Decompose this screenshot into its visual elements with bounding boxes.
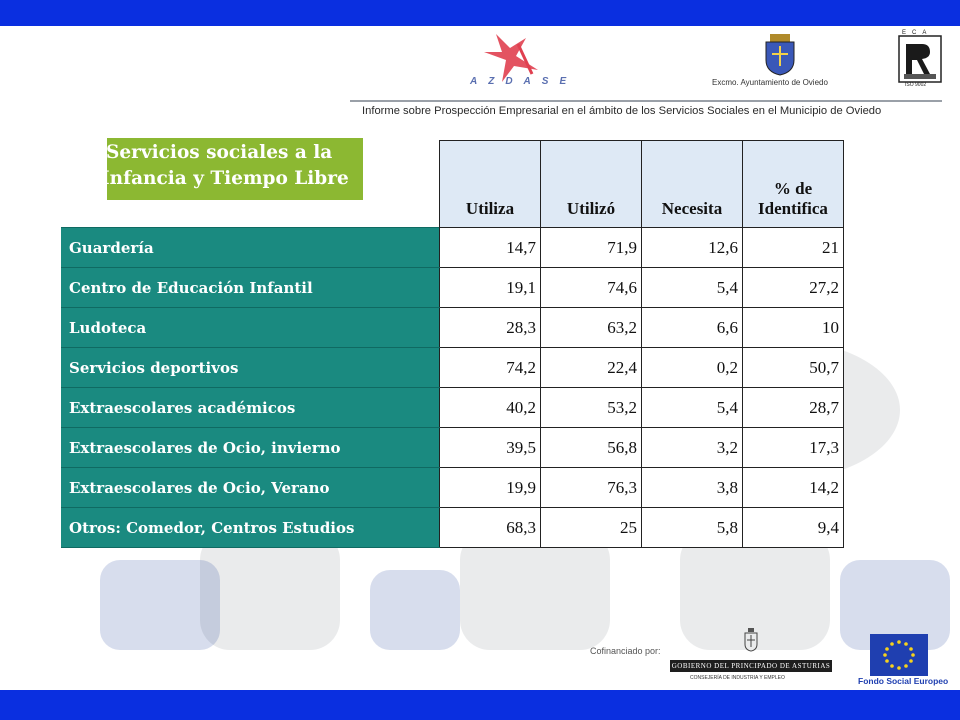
cell-utilizo: 56,8	[540, 427, 642, 468]
cell-utiliza: 28,3	[439, 307, 541, 348]
eca-letters: ECA	[902, 30, 933, 36]
row-label: Extraescolares de Ocio, invierno	[61, 427, 440, 468]
table-row: Guardería 14,7 71,9 12,6 21	[61, 227, 844, 268]
azdase-logo	[484, 34, 538, 82]
table-row: Centro de Educación Infantil 19,1 74,6 5…	[61, 267, 844, 308]
cell-necesita: 3,8	[641, 467, 743, 508]
cell-necesita: 6,6	[641, 307, 743, 348]
report-title: Informe sobre Prospección Empresarial en…	[362, 105, 882, 117]
cell-necesita: 3,2	[641, 427, 743, 468]
table-row: Extraescolares académicos 40,2 53,2 5,4 …	[61, 387, 844, 428]
row-label: Servicios deportivos	[61, 347, 440, 388]
section-title-box: Servicios sociales a la Infancia y Tiemp…	[107, 138, 363, 200]
table-header-row: Utiliza Utilizó Necesita % de Identifica	[61, 140, 844, 228]
eca-iso-label: ISO 9002	[905, 82, 927, 88]
cofinanciado-label: Cofinanciado por:	[590, 646, 661, 656]
cell-utiliza: 14,7	[439, 227, 541, 268]
cell-utiliza: 74,2	[439, 347, 541, 388]
table-row: Servicios deportivos 74,2 22,4 0,2 50,7	[61, 347, 844, 388]
header-divider	[350, 100, 942, 102]
cell-identifica: 17,3	[742, 427, 844, 468]
table-row: Otros: Comedor, Centros Estudios 68,3 25…	[61, 507, 844, 548]
cell-utiliza: 39,5	[439, 427, 541, 468]
oviedo-coat-of-arms-icon	[765, 34, 795, 76]
cell-identifica: 10	[742, 307, 844, 348]
cell-identifica: 9,4	[742, 507, 844, 548]
row-label: Extraescolares académicos	[61, 387, 440, 428]
cell-necesita: 5,4	[641, 387, 743, 428]
cell-utilizo: 53,2	[540, 387, 642, 428]
cell-identifica: 28,7	[742, 387, 844, 428]
cell-utilizo: 71,9	[540, 227, 642, 268]
eca-certification-logo	[898, 35, 942, 83]
column-header-necesita: Necesita	[641, 140, 743, 228]
section-title-line-2: Infancia y Tiempo Libre	[107, 168, 349, 189]
row-label: Extraescolares de Ocio, Verano	[61, 467, 440, 508]
cell-utilizo: 74,6	[540, 267, 642, 308]
cell-utiliza: 68,3	[439, 507, 541, 548]
cell-identifica: 21	[742, 227, 844, 268]
cell-utilizo: 22,4	[540, 347, 642, 388]
bottom-blue-bar	[0, 690, 960, 720]
asturias-crest-icon	[744, 628, 758, 652]
row-label: Centro de Educación Infantil	[61, 267, 440, 308]
row-label: Ludoteca	[61, 307, 440, 348]
row-label: Otros: Comedor, Centros Estudios	[61, 507, 440, 548]
ayuntamiento-caption: Excmo. Ayuntamiento de Oviedo	[712, 78, 828, 87]
table-corner	[61, 141, 440, 228]
cell-necesita: 5,8	[641, 507, 743, 548]
cell-utilizo: 76,3	[540, 467, 642, 508]
eu-flag-icon	[870, 634, 928, 676]
services-table: Utiliza Utilizó Necesita % de Identifica…	[61, 140, 844, 548]
cell-necesita: 5,4	[641, 267, 743, 308]
cell-necesita: 0,2	[641, 347, 743, 388]
azdase-wordmark: AZDASE	[470, 76, 578, 87]
cell-utiliza: 19,1	[439, 267, 541, 308]
column-header-identifica: % de Identifica	[742, 140, 844, 228]
table-row: Extraescolares de Ocio, Verano 19,9 76,3…	[61, 467, 844, 508]
cell-identifica: 27,2	[742, 267, 844, 308]
cell-necesita: 12,6	[641, 227, 743, 268]
consejeria-caption: CONSEJERÍA DE INDUSTRIA Y EMPLEO	[690, 675, 785, 681]
fondo-social-europeo-label: Fondo Social Europeo	[858, 676, 949, 686]
cell-identifica: 14,2	[742, 467, 844, 508]
column-header-utilizo: Utilizó	[540, 140, 642, 228]
cell-utilizo: 25	[540, 507, 642, 548]
cell-utiliza: 19,9	[439, 467, 541, 508]
gobierno-asturias-bar: GOBIERNO DEL PRINCIPADO DE ASTURIAS	[670, 660, 832, 672]
cell-identifica: 50,7	[742, 347, 844, 388]
cell-utiliza: 40,2	[439, 387, 541, 428]
section-title-line-1: Servicios sociales a la	[107, 142, 333, 163]
row-label: Guardería	[61, 227, 440, 268]
cell-utilizo: 63,2	[540, 307, 642, 348]
top-blue-bar	[0, 0, 960, 26]
table-row: Extraescolares de Ocio, invierno 39,5 56…	[61, 427, 844, 468]
table-row: Ludoteca 28,3 63,2 6,6 10	[61, 307, 844, 348]
column-header-utiliza: Utiliza	[439, 140, 541, 228]
